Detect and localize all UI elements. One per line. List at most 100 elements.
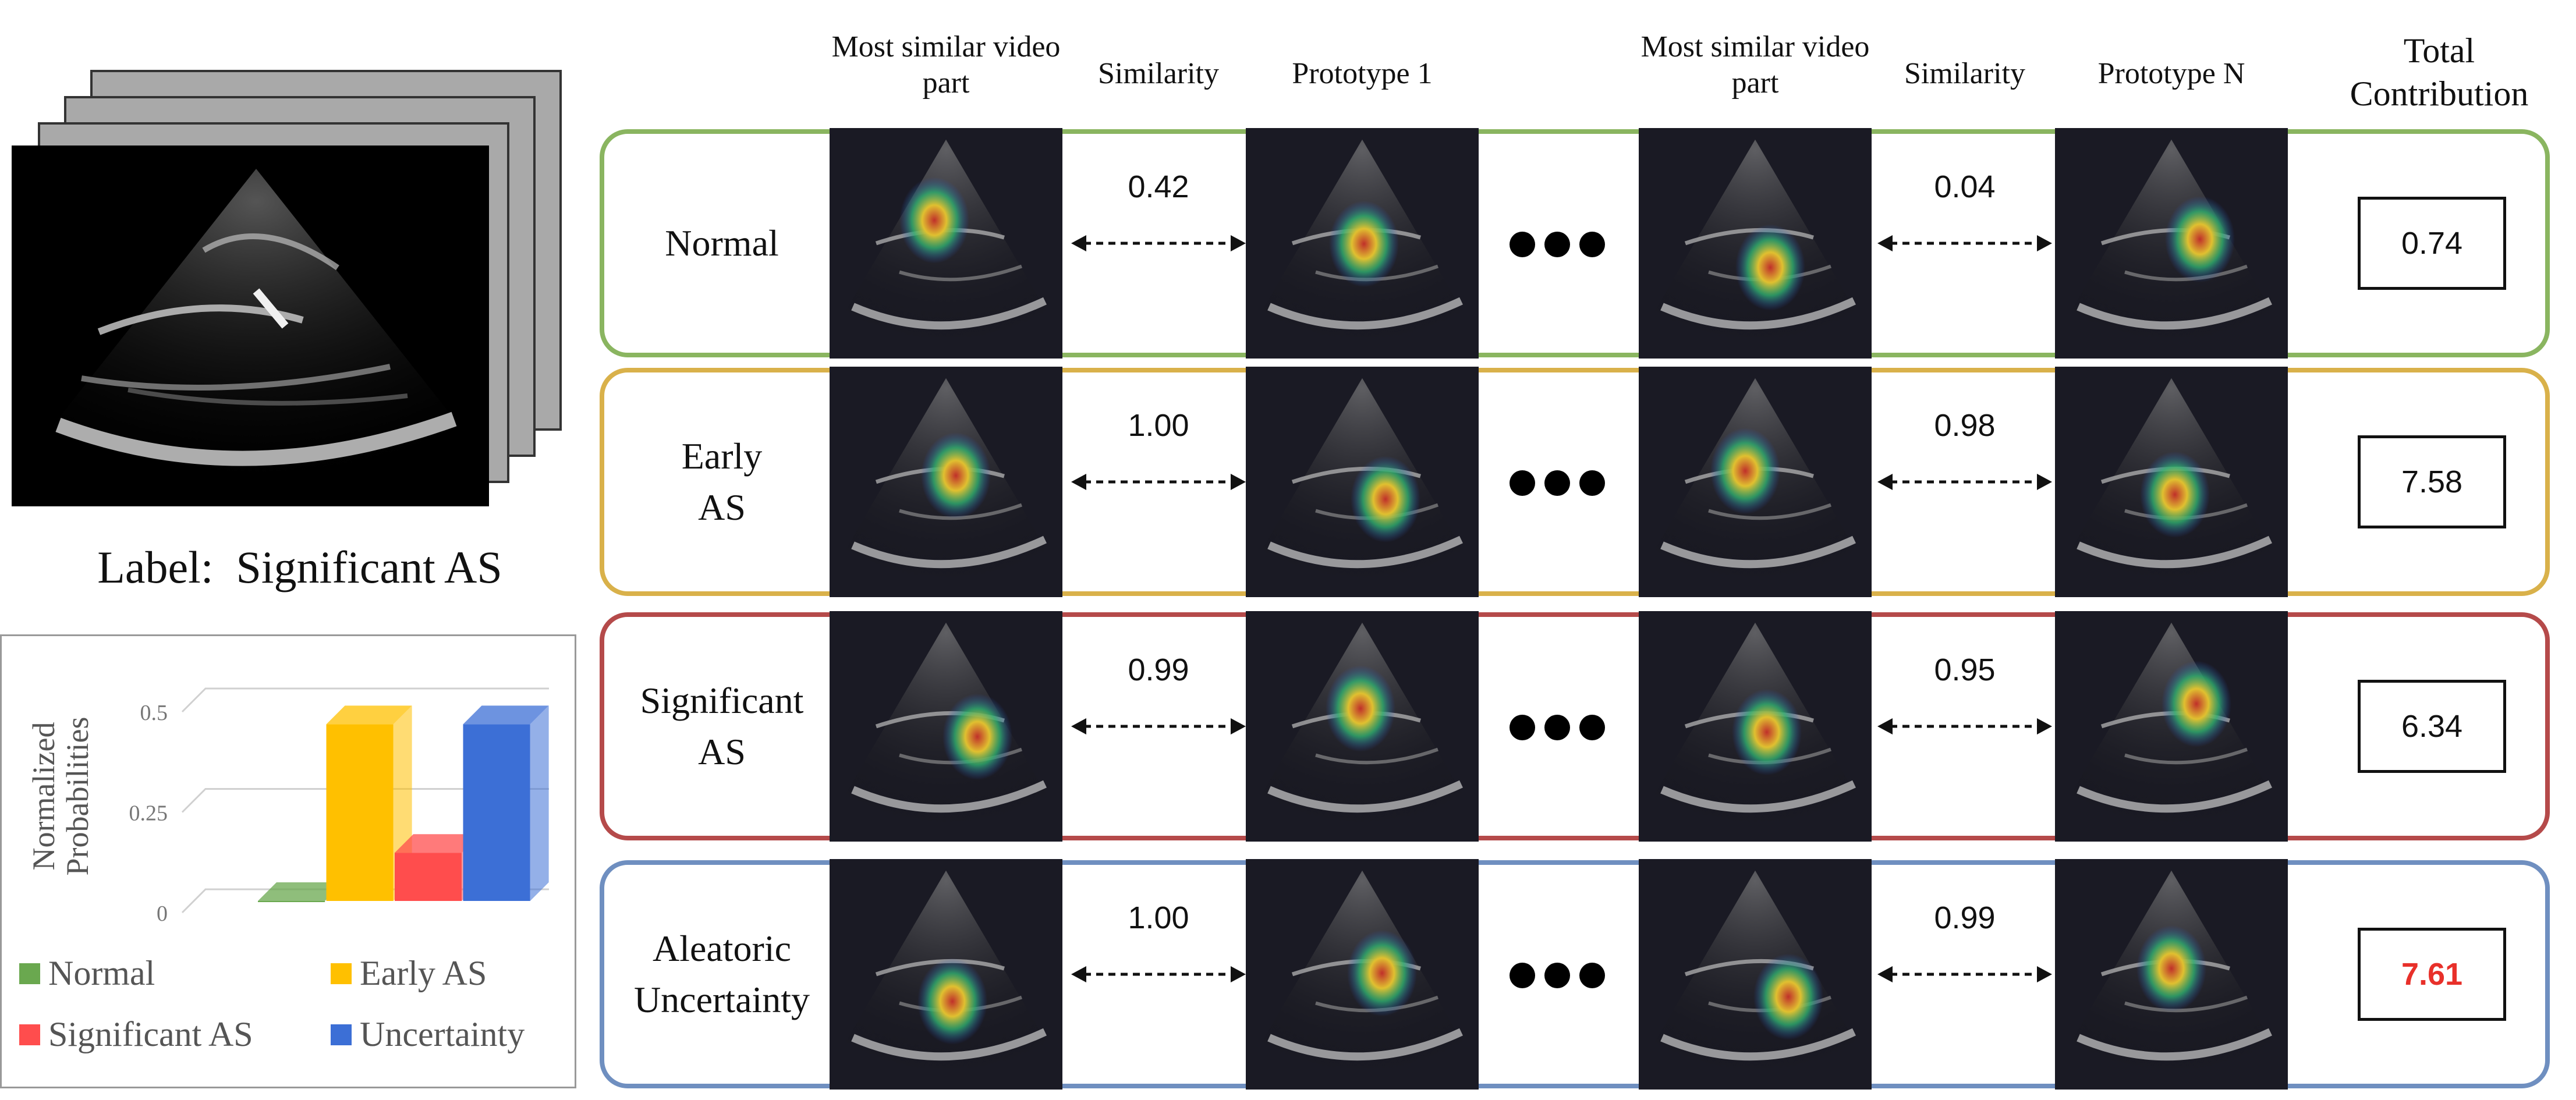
echo-prototype-1-row-0 (1246, 128, 1479, 359)
header-prototype-1: Prototype 1 (1292, 57, 1433, 90)
double-arrow-icon (1877, 474, 2052, 490)
echo-scan (1257, 139, 1467, 345)
total-contribution-value: 7.61 (2401, 957, 2463, 992)
legend-label-uncertainty: Uncertainty (360, 1015, 525, 1053)
chart-bar-top (258, 882, 344, 901)
echo-scan (841, 622, 1051, 828)
chart-bar-top (463, 705, 549, 725)
row-label-line1: Early (681, 435, 763, 477)
echo-prototype-n-row-3 (2055, 859, 2288, 1090)
ellipsis-dots-row-3 (1508, 958, 1607, 993)
echo-scan (1650, 870, 1860, 1076)
total-contribution-value: 7.58 (2401, 464, 2463, 499)
chart-ytick-label: 0.25 (129, 801, 168, 826)
legend-early-as: Early AS (331, 953, 487, 993)
similarity-value-1-row-1: 1.00 (1128, 408, 1189, 443)
row-label-line1: Aleatoric (652, 928, 792, 969)
row-box-1 (600, 368, 2550, 596)
legend-label-normal: Normal (48, 954, 155, 992)
echo-scan (2067, 870, 2276, 1076)
similarity-value-n-row-2: 0.95 (1934, 652, 1996, 687)
similarity-arrow-n-row-2 (1877, 715, 2052, 738)
ellipsis-dots-row-1 (1508, 466, 1607, 501)
legend-label-significant-as: Significant AS (48, 1015, 253, 1053)
echo-prototype-n-row-0 (2055, 128, 2288, 359)
chart-bar-top (395, 834, 481, 853)
similarity-arrow-1-row-3 (1071, 963, 1246, 986)
echo-scan (1650, 622, 1860, 828)
row-label-2: Significant AS (600, 612, 844, 840)
double-arrow-icon (1877, 235, 2052, 251)
input-label: Label: Significant AS (97, 542, 502, 592)
total-contribution-box-row-3: 7.61 (2358, 928, 2506, 1021)
legend-normal: Normal (19, 953, 155, 993)
echo-most-similar-n-row-0 (1639, 128, 1872, 359)
echo-scan (2067, 139, 2276, 345)
row-box-0 (600, 129, 2550, 357)
ellipsis-icon (1510, 963, 1605, 988)
chart-bar-front (395, 853, 462, 901)
similarity-arrow-1-row-1 (1071, 470, 1246, 494)
similarity-value-1-row-3: 1.00 (1128, 900, 1189, 935)
ellipsis-dots-row-0 (1508, 227, 1607, 262)
legend-swatch-early-as (331, 963, 352, 984)
similarity-value-n-row-1: 0.98 (1934, 408, 1996, 443)
echo-prototype-1-row-2 (1246, 611, 1479, 842)
legend-swatch-uncertainty (331, 1024, 352, 1045)
ellipsis-icon (1510, 715, 1605, 740)
double-arrow-icon (1877, 718, 2052, 734)
header-most-similar-1: Most similar video part (831, 30, 1061, 100)
input-echo-frame (12, 146, 489, 506)
chart-bar-normal (258, 882, 344, 902)
similarity-value-1-row-2: 0.99 (1128, 652, 1189, 687)
total-contribution-value: 6.34 (2401, 709, 2463, 744)
chart-bar-side (530, 705, 549, 901)
chart-ylabel: NormalizedProbabilities (26, 717, 95, 876)
total-contribution-box-row-1: 7.58 (2358, 435, 2506, 528)
similarity-arrow-n-row-1 (1877, 470, 2052, 494)
probability-chart-panel: NormalizedProbabilities 0 0.25 0.5 Normal … (0, 634, 576, 1088)
echo-prototype-n-row-2 (2055, 611, 2288, 842)
echo-most-similar-1-row-0 (830, 128, 1062, 359)
chart-ylabel-line2: Probabilities (60, 717, 95, 876)
double-arrow-icon (1071, 474, 1246, 490)
legend-swatch-normal (19, 963, 40, 984)
header-prototype-n: Prototype N (2097, 57, 2245, 90)
echo-prototype-1-row-1 (1246, 367, 1479, 597)
echo-prototype-1-row-3 (1246, 859, 1479, 1090)
echo-scan (841, 139, 1051, 345)
double-arrow-icon (1071, 235, 1246, 251)
row-label-0: Normal (600, 129, 844, 357)
probability-bar-chart: NormalizedProbabilities 0 0.25 0.5 (26, 687, 549, 926)
row-label-line1: Significant (640, 680, 804, 721)
similarity-arrow-1-row-0 (1071, 232, 1246, 255)
echo-scan (1257, 378, 1467, 583)
echo-scan (1257, 870, 1467, 1076)
row-box-3 (600, 860, 2550, 1088)
echo-prototype-n-row-1 (2055, 367, 2288, 597)
echo-scan (841, 870, 1051, 1076)
total-contribution-box-row-2: 6.34 (2358, 680, 2506, 773)
row-label-line2: AS (698, 731, 746, 772)
header-total-contribution: Total Contribution (2350, 31, 2529, 113)
chart-bar-top (326, 705, 412, 725)
echo-scan (1650, 139, 1860, 345)
ellipsis-dots-row-2 (1508, 710, 1607, 745)
echo-most-similar-1-row-1 (830, 367, 1062, 597)
row-label-line2: Uncertainty (633, 979, 810, 1020)
echo-scan (2067, 378, 2276, 583)
legend-label-early-as: Early AS (360, 954, 487, 992)
similarity-value-n-row-3: 0.99 (1934, 900, 1996, 935)
double-arrow-icon (1071, 966, 1246, 982)
echo-most-similar-1-row-2 (830, 611, 1062, 842)
input-echo-image (35, 169, 477, 495)
total-contribution-box-row-0: 0.74 (2358, 197, 2506, 290)
echo-most-similar-1-row-3 (830, 859, 1062, 1090)
echo-most-similar-n-row-3 (1639, 859, 1872, 1090)
echo-scan (841, 378, 1051, 583)
similarity-value-n-row-0: 0.04 (1934, 169, 1996, 204)
similarity-arrow-1-row-2 (1071, 715, 1246, 738)
legend-uncertainty: Uncertainty (331, 1014, 525, 1055)
chart-bar-front (326, 724, 394, 901)
echo-most-similar-n-row-1 (1639, 367, 1872, 597)
